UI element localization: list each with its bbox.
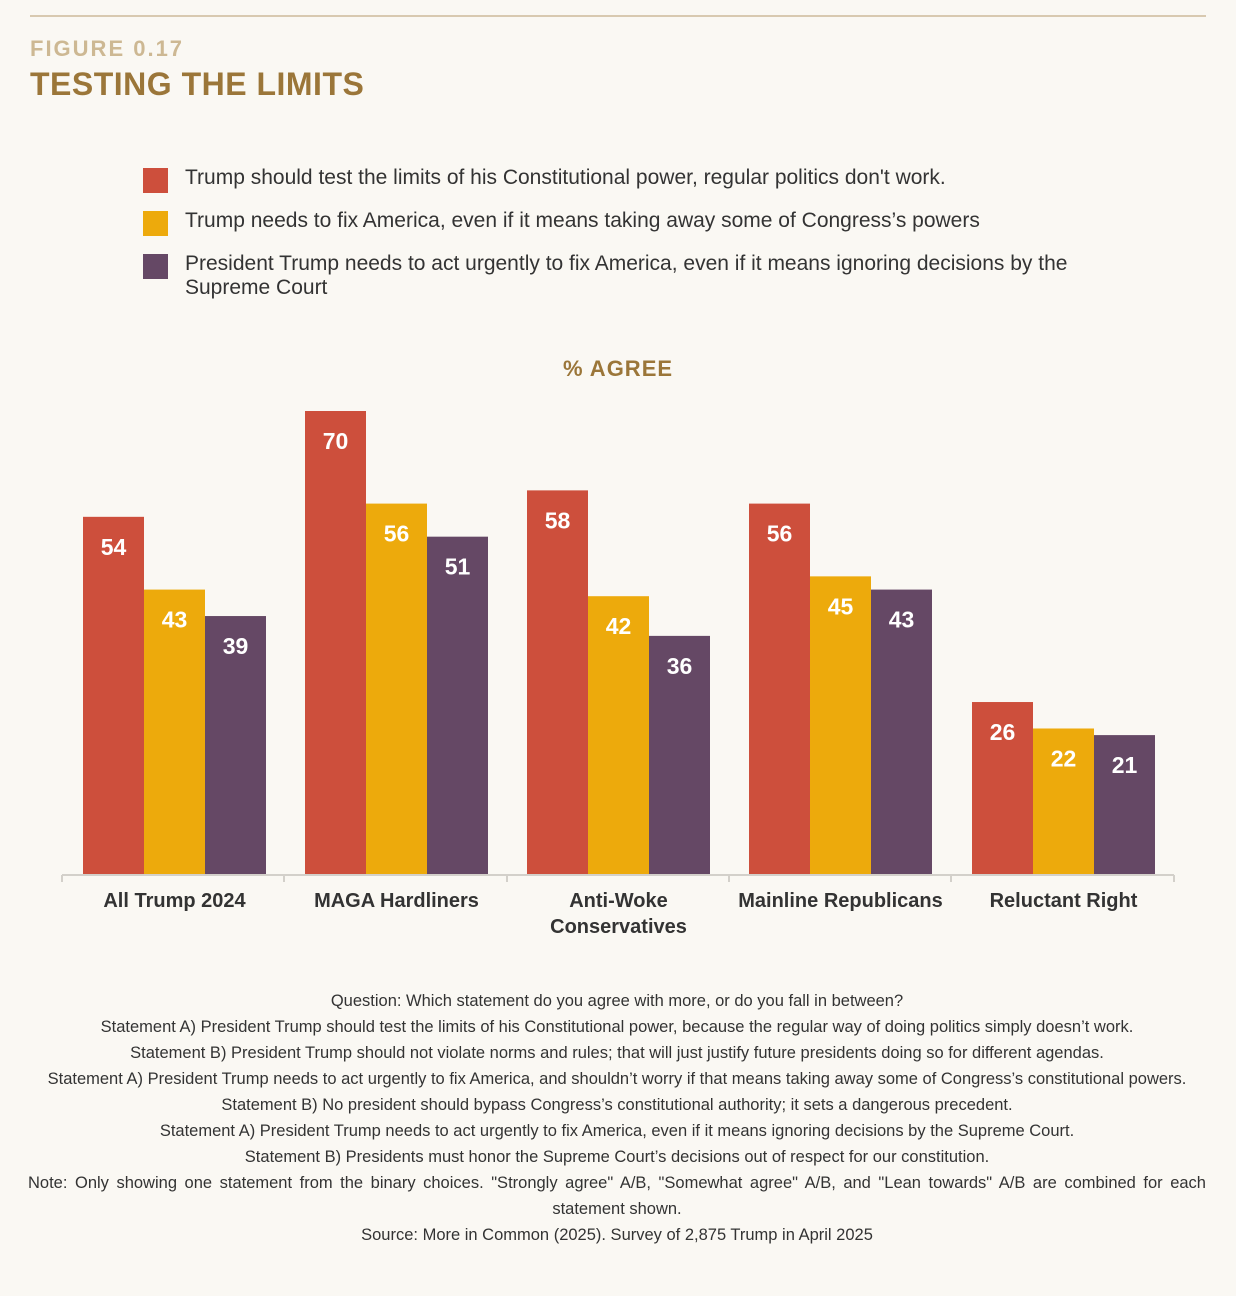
bar — [144, 589, 205, 874]
chart-svg: % AGREE 54 70 58 56 26 43 56 42 45 22 39 51 36 43 21 All… — [61, 356, 1175, 938]
bar-value-label: 45 — [828, 593, 854, 619]
x-tick-label: Conservatives — [550, 916, 687, 938]
x-tick-label: All Trump 2024 — [103, 890, 246, 912]
bar — [305, 411, 366, 874]
footnotes: Question: Which statement do you agree w… — [28, 988, 1206, 1248]
chart-title: % AGREE — [563, 356, 673, 381]
note-statement: Statement A) President Trump needs to ac… — [47, 1070, 1187, 1088]
legend-label: Trump needs to fix America, even if it m… — [185, 209, 980, 232]
x-tick-label: MAGA Hardliners — [314, 890, 479, 912]
note-statement: Statement B) President Trump should not … — [130, 1044, 1104, 1062]
figure-label: FIGURE 0.17 — [30, 36, 185, 61]
bar-chart: % AGREE 54 70 58 56 26 43 56 42 45 22 39 51 36 43 21 All… — [0, 340, 1236, 960]
bar — [366, 503, 427, 874]
bar — [1033, 728, 1094, 874]
note-statement: Statement A) President Trump needs to ac… — [159, 1122, 1075, 1140]
bar — [810, 576, 871, 874]
bar-value-label: 56 — [384, 521, 410, 547]
legend-label: Trump should test the limits of his Cons… — [185, 166, 946, 189]
bar — [205, 616, 266, 874]
bar — [527, 490, 588, 874]
bar — [972, 702, 1033, 874]
x-tick-label: Mainline Republicans — [738, 890, 942, 912]
bar-value-label: 43 — [889, 607, 915, 633]
bar — [749, 503, 810, 874]
legend-swatch-purple — [143, 254, 168, 279]
bar-value-label: 26 — [990, 719, 1016, 745]
bar — [649, 635, 710, 874]
bar — [588, 596, 649, 874]
bar-value-label: 21 — [1112, 752, 1138, 778]
note-statement: Statement B) Presidents must honor the S… — [244, 1148, 990, 1166]
legend-label: President Trump needs to act urgently to… — [185, 252, 1068, 299]
bar-value-label: 36 — [667, 653, 693, 679]
bar-value-label: 42 — [606, 613, 632, 639]
figure-title: TESTING THE LIMITS — [30, 66, 365, 102]
bar-value-label: 43 — [162, 607, 188, 633]
bar — [871, 589, 932, 874]
x-tick-label: Anti-Woke — [569, 890, 668, 912]
top-divider — [30, 15, 1206, 17]
bar — [427, 536, 488, 874]
note-statement: Statement A) President Trump should test… — [100, 1018, 1134, 1036]
bar-value-label: 39 — [223, 633, 249, 659]
bar-value-label: 70 — [323, 428, 349, 454]
note-method: Note: Only showing one statement from th… — [28, 1174, 1206, 1218]
x-tick-label: Reluctant Right — [990, 890, 1138, 912]
bar-value-label: 56 — [767, 521, 793, 547]
bar — [1094, 735, 1155, 874]
note-statement: Statement B) No president should bypass … — [221, 1096, 1013, 1114]
bar — [83, 516, 144, 874]
legend-swatch-red — [143, 168, 168, 193]
note-source: Source: More in Common (2025). Survey of… — [361, 1226, 873, 1244]
bar-value-label: 22 — [1051, 745, 1077, 771]
note-question: Question: Which statement do you agree w… — [330, 992, 904, 1010]
bar-value-label: 54 — [101, 534, 127, 560]
bar-value-label: 58 — [545, 507, 571, 533]
bar-value-label: 51 — [445, 554, 471, 580]
legend-item-test-limits: Trump should test the limits of his Cons… — [143, 166, 1123, 193]
legend-swatch-yellow — [143, 211, 168, 236]
legend-item-congress-powers: Trump needs to fix America, even if it m… — [143, 209, 1123, 236]
legend: Trump should test the limits of his Cons… — [143, 166, 1123, 316]
legend-item-supreme-court: President Trump needs to act urgently to… — [143, 252, 1123, 300]
